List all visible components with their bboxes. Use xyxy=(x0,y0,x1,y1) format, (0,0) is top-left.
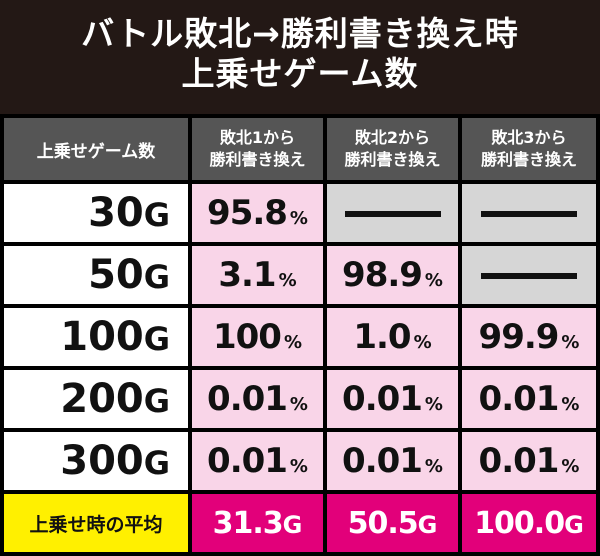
row-label-unit: G xyxy=(143,320,170,358)
percent-sign: % xyxy=(278,270,297,291)
table-row: 100G 100% 1.0% 99.9% xyxy=(4,308,596,366)
table-row: 300G 0.01% 0.01% 0.01% xyxy=(4,432,596,490)
title-line-2: 上乗せゲーム数 xyxy=(181,54,419,93)
probability-value: 95.8 xyxy=(207,193,288,233)
table-row: 200G 0.01% 0.01% 0.01% xyxy=(4,370,596,428)
percent-sign: % xyxy=(283,332,303,353)
row-label-games: 50G xyxy=(4,246,188,304)
probability-cell: 0.01% xyxy=(462,432,596,490)
percent-sign: % xyxy=(424,394,443,415)
row-label-number: 30 xyxy=(88,190,144,236)
row-label-number: 300 xyxy=(60,438,144,484)
header-col-3-line2: 勝利書き換え xyxy=(480,150,577,169)
probability-cell: 0.01% xyxy=(192,370,323,428)
percent-sign: % xyxy=(289,208,308,229)
table-row: 30G 95.8% xyxy=(4,184,596,242)
row-label-unit: G xyxy=(143,444,170,482)
header-corner: 上乗せゲーム数 xyxy=(4,118,188,180)
probability-cell: 99.9% xyxy=(462,308,596,366)
probability-value: 98.9 xyxy=(342,255,423,295)
average-value-3: 100.0G xyxy=(462,494,596,552)
row-label-games: 300G xyxy=(4,432,188,490)
odds-table: 上乗せゲーム数 敗北1から 勝利書き換え 敗北2から 勝利書き換え 敗北3から … xyxy=(0,114,600,556)
table-row: 50G 3.1% 98.9% xyxy=(4,246,596,304)
not-applicable-cell xyxy=(462,246,596,304)
probability-value: 0.01 xyxy=(342,379,423,419)
probability-value: 0.01 xyxy=(478,441,560,481)
row-label-games: 200G xyxy=(4,370,188,428)
average-value-1: 31.3G xyxy=(192,494,323,552)
percent-sign: % xyxy=(413,332,432,353)
probability-cell: 0.01% xyxy=(192,432,323,490)
probability-value: 0.01 xyxy=(342,441,423,481)
probability-value: 3.1 xyxy=(218,255,276,295)
title-line-1: バトル敗北→勝利書き換え時 xyxy=(81,14,519,53)
probability-value: 99.9 xyxy=(478,317,560,357)
dash-mark xyxy=(481,273,577,279)
percent-sign: % xyxy=(561,332,580,353)
dash-mark xyxy=(481,211,577,217)
row-label-unit: G xyxy=(143,382,170,420)
not-applicable-cell xyxy=(327,184,458,242)
probability-cell: 0.01% xyxy=(462,370,596,428)
average-value-1-unit: G xyxy=(282,510,303,539)
header-row: 上乗せゲーム数 敗北1から 勝利書き換え 敗北2から 勝利書き換え 敗北3から … xyxy=(4,118,596,180)
row-label-number: 50 xyxy=(88,252,144,298)
header-col-2: 敗北2から 勝利書き換え xyxy=(327,118,458,180)
probability-value: 0.01 xyxy=(207,441,288,481)
probability-cell: 0.01% xyxy=(327,370,458,428)
average-value-1-number: 31.3 xyxy=(212,505,284,541)
average-value-3-unit: G xyxy=(564,510,584,539)
average-value-2-number: 50.5 xyxy=(347,505,419,541)
row-label-number: 200 xyxy=(60,376,144,422)
probability-cell: 1.0% xyxy=(327,308,458,366)
probability-cell: 95.8% xyxy=(192,184,323,242)
percent-sign: % xyxy=(424,456,443,477)
row-label-games: 100G xyxy=(4,308,188,366)
average-row: 上乗せ時の平均 31.3G 50.5G 100.0G xyxy=(4,494,596,552)
row-label-games: 30G xyxy=(4,184,188,242)
average-label: 上乗せ時の平均 xyxy=(4,494,188,552)
header-col-3-line1: 敗北3から xyxy=(491,128,567,147)
percent-sign: % xyxy=(289,394,308,415)
table-body: 上乗せゲーム数 敗北1から 勝利書き換え 敗北2から 勝利書き換え 敗北3から … xyxy=(4,118,596,552)
percent-sign: % xyxy=(561,456,580,477)
probability-cell: 3.1% xyxy=(192,246,323,304)
header-col-1: 敗北1から 勝利書き換え xyxy=(192,118,323,180)
title-block: バトル敗北→勝利書き換え時 上乗せゲーム数 xyxy=(0,0,600,114)
probability-value: 0.01 xyxy=(207,379,288,419)
probability-value: 100 xyxy=(212,317,282,357)
header-col-1-line2: 勝利書き換え xyxy=(209,150,306,169)
percent-sign: % xyxy=(424,270,443,291)
average-value-2: 50.5G xyxy=(327,494,458,552)
probability-cell: 98.9% xyxy=(327,246,458,304)
probability-value: 1.0 xyxy=(353,317,411,357)
row-label-unit: G xyxy=(143,196,170,234)
row-label-unit: G xyxy=(143,258,170,296)
percent-sign: % xyxy=(289,456,308,477)
dash-mark xyxy=(344,211,441,217)
row-label-number: 100 xyxy=(60,314,144,360)
percent-sign: % xyxy=(561,394,580,415)
probability-cell: 0.01% xyxy=(327,432,458,490)
header-col-1-line1: 敗北1から xyxy=(219,128,296,147)
header-col-2-line1: 敗北2から xyxy=(354,128,431,147)
probability-value: 0.01 xyxy=(478,379,560,419)
average-value-2-unit: G xyxy=(417,510,438,539)
probability-cell: 100% xyxy=(192,308,323,366)
not-applicable-cell xyxy=(462,184,596,242)
header-col-3: 敗北3から 勝利書き換え xyxy=(462,118,596,180)
header-col-2-line2: 勝利書き換え xyxy=(344,150,441,169)
average-value-3-number: 100.0 xyxy=(474,505,565,541)
